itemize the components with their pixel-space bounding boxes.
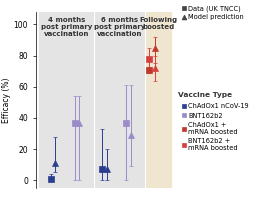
Text: Following
boosted: Following boosted <box>139 17 177 30</box>
Legend: Data (UK TNCC), Model prediction: Data (UK TNCC), Model prediction <box>181 5 244 20</box>
Y-axis label: Efficacy (%): Efficacy (%) <box>2 77 11 123</box>
Text: 6 months
post primary
vaccination: 6 months post primary vaccination <box>94 17 145 37</box>
Text: 4 months
post primary
vaccination: 4 months post primary vaccination <box>41 17 92 37</box>
Text: Vaccine Type: Vaccine Type <box>178 92 232 98</box>
Legend: ChAdOx1 nCoV-19, BNT162b2, ChAdOx1 +
mRNA boosted, BNT162b2 +
mRNA boosted: ChAdOx1 nCoV-19, BNT162b2, ChAdOx1 + mRN… <box>181 103 249 151</box>
Bar <box>94 12 145 188</box>
Bar <box>39 12 94 188</box>
Bar <box>145 12 171 188</box>
